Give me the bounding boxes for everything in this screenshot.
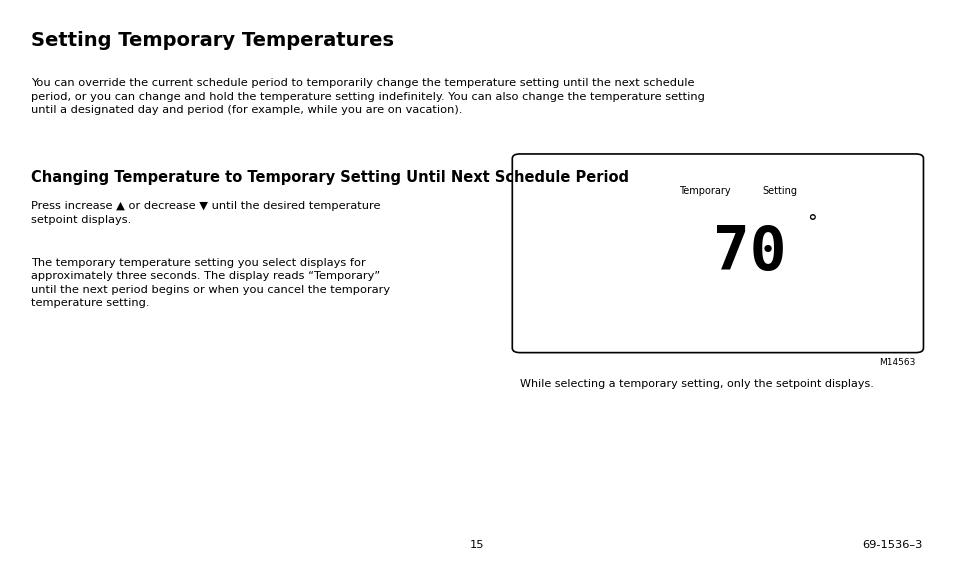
Text: 15: 15 (469, 540, 484, 550)
Text: Temporary: Temporary (679, 186, 730, 196)
Text: Press increase ▲ or decrease ▼ until the desired temperature
setpoint displays.: Press increase ▲ or decrease ▼ until the… (31, 201, 380, 225)
FancyBboxPatch shape (512, 154, 923, 353)
Text: Setting Temporary Temperatures: Setting Temporary Temperatures (31, 31, 395, 50)
Text: Setting: Setting (761, 186, 797, 196)
Text: °: ° (806, 213, 816, 231)
Text: 70: 70 (712, 224, 785, 283)
Text: M14563: M14563 (879, 358, 915, 367)
Text: 69-1536–3: 69-1536–3 (862, 540, 922, 550)
Text: The temporary temperature setting you select displays for
approximately three se: The temporary temperature setting you se… (31, 258, 390, 308)
Text: Changing Temperature to Temporary Setting Until Next Schedule Period: Changing Temperature to Temporary Settin… (31, 170, 629, 185)
Text: While selecting a temporary setting, only the setpoint displays.: While selecting a temporary setting, onl… (519, 379, 873, 389)
Text: You can override the current schedule period to temporarily change the temperatu: You can override the current schedule pe… (31, 78, 704, 115)
